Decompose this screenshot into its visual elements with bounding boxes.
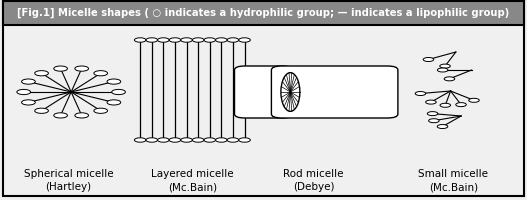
Circle shape — [239, 138, 250, 142]
Circle shape — [107, 79, 121, 84]
Text: [Fig.1] Micelle shapes ( ○ indicates a hydrophilic group; — indicates a lipophil: [Fig.1] Micelle shapes ( ○ indicates a h… — [17, 8, 510, 18]
Circle shape — [239, 38, 250, 42]
Text: Rod micelle
(Debye): Rod micelle (Debye) — [284, 169, 344, 192]
Circle shape — [158, 38, 169, 42]
Circle shape — [54, 113, 67, 118]
Circle shape — [227, 38, 239, 42]
Circle shape — [169, 38, 181, 42]
Circle shape — [134, 38, 146, 42]
FancyBboxPatch shape — [3, 1, 524, 25]
Circle shape — [146, 38, 158, 42]
Circle shape — [54, 66, 67, 71]
Circle shape — [192, 38, 204, 42]
Circle shape — [192, 138, 204, 142]
Circle shape — [426, 100, 436, 104]
Circle shape — [427, 112, 438, 116]
Circle shape — [437, 125, 448, 129]
Circle shape — [216, 138, 227, 142]
Circle shape — [204, 138, 216, 142]
Circle shape — [22, 100, 35, 105]
FancyBboxPatch shape — [271, 66, 398, 118]
FancyBboxPatch shape — [3, 1, 524, 196]
Circle shape — [456, 103, 466, 107]
Circle shape — [134, 138, 146, 142]
FancyBboxPatch shape — [235, 66, 292, 118]
Circle shape — [35, 108, 48, 113]
Circle shape — [444, 77, 455, 81]
Circle shape — [146, 138, 158, 142]
Circle shape — [216, 38, 227, 42]
Circle shape — [169, 138, 181, 142]
Text: Small micelle
(Mc.Bain): Small micelle (Mc.Bain) — [418, 169, 488, 192]
Circle shape — [469, 98, 479, 102]
Circle shape — [181, 138, 192, 142]
Circle shape — [440, 103, 451, 107]
Circle shape — [423, 58, 434, 62]
Circle shape — [415, 92, 426, 96]
Circle shape — [428, 119, 439, 123]
Text: Spherical micelle
(Hartley): Spherical micelle (Hartley) — [24, 169, 113, 192]
Circle shape — [17, 89, 31, 95]
Circle shape — [35, 71, 48, 76]
Circle shape — [94, 71, 108, 76]
Circle shape — [204, 38, 216, 42]
Circle shape — [75, 113, 89, 118]
Circle shape — [22, 79, 35, 84]
Circle shape — [158, 138, 169, 142]
Text: Layered micelle
(Mc.Bain): Layered micelle (Mc.Bain) — [151, 169, 233, 192]
Circle shape — [75, 66, 89, 71]
Circle shape — [107, 100, 121, 105]
Circle shape — [112, 89, 125, 95]
Circle shape — [437, 68, 448, 72]
Circle shape — [94, 108, 108, 113]
Circle shape — [227, 138, 239, 142]
Circle shape — [181, 38, 192, 42]
Circle shape — [440, 64, 450, 68]
